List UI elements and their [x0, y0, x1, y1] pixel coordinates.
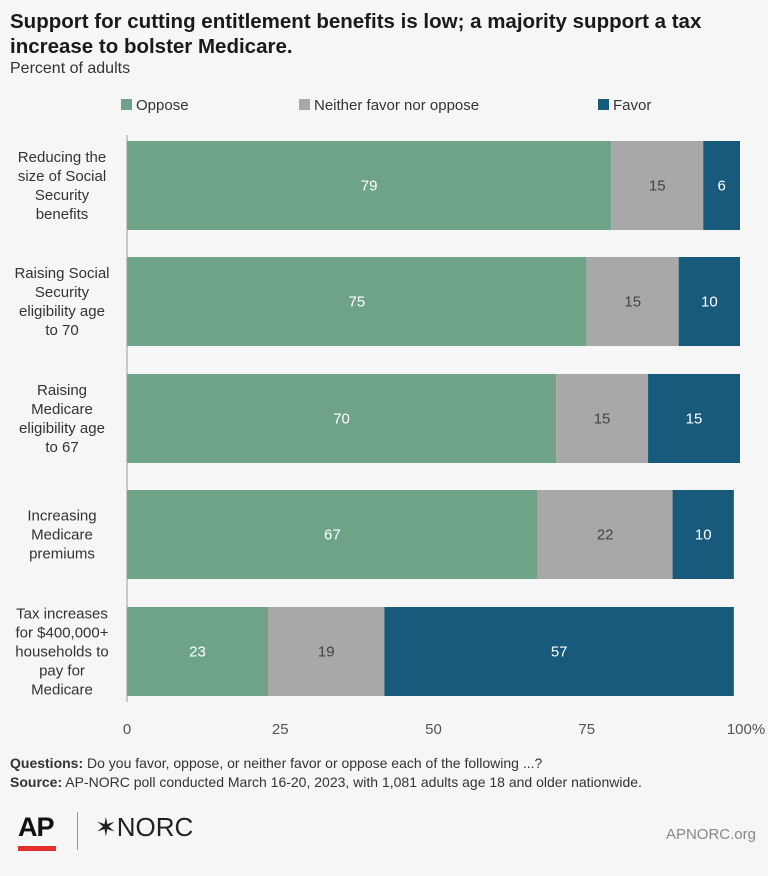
- data-label: 15: [594, 411, 611, 428]
- data-label: 15: [686, 411, 703, 428]
- x-tick-label: 75: [578, 721, 595, 738]
- bar-segment: [672, 490, 734, 579]
- questions-text: Do you favor, oppose, or neither favor o…: [83, 755, 543, 771]
- legend-swatch-1: [299, 99, 310, 110]
- data-label: 10: [701, 294, 718, 311]
- bar-segment: [127, 607, 268, 696]
- stacked-bar-chart: Oppose Neither favor nor oppose Favor 79 15 6…: [14, 97, 765, 738]
- data-label: 70: [333, 411, 350, 428]
- ap-logo-bar: [18, 846, 56, 851]
- norc-logo: ✶NORC: [95, 812, 194, 842]
- bar-segment: [703, 141, 740, 230]
- bar-segment: [127, 374, 557, 463]
- data-label: 15: [624, 294, 641, 311]
- data-label: 10: [695, 527, 712, 544]
- data-label: 23: [189, 644, 206, 661]
- bar-segment: [648, 374, 740, 463]
- logo-divider: [77, 812, 78, 850]
- ap-logo: AP: [18, 812, 55, 842]
- legend-swatch-0: [121, 99, 132, 110]
- questions-label: Questions:: [10, 755, 84, 771]
- data-label: 79: [361, 178, 378, 195]
- data-label: 22: [597, 527, 614, 544]
- source-note: Source: AP-NORC poll conducted March 16-…: [10, 773, 760, 792]
- source-text: AP-NORC poll conducted March 16-20, 2023…: [62, 774, 642, 790]
- category-label: Reducing the size of Social Security benefi…: [18, 149, 106, 223]
- bar-segment: [127, 257, 587, 346]
- category-label: Tax increases for $400,000+ households to p…: [15, 606, 108, 699]
- category-label: Increasing Medicare premiums: [27, 508, 96, 563]
- bar-segment: [127, 490, 538, 579]
- data-label: 75: [349, 294, 366, 311]
- bar-segment: [556, 374, 649, 463]
- x-tick-label: 25: [272, 721, 289, 738]
- chart-subtitle: Percent of adults: [10, 60, 131, 77]
- chart-notes: Questions: Do you favor, oppose, or neit…: [10, 754, 760, 792]
- legend-label-1: Neither favor nor oppose: [314, 97, 479, 114]
- x-tick-label: 100%: [727, 721, 765, 738]
- data-label: 67: [324, 527, 341, 544]
- site-link[interactable]: APNORC.org: [665, 826, 756, 843]
- data-label: 6: [717, 178, 725, 195]
- category-label: Raising Medicare eligibility age to 67: [19, 382, 105, 456]
- bar-segment: [586, 257, 679, 346]
- bar-segment: [611, 141, 704, 230]
- legend-swatch-2: [598, 99, 609, 110]
- bar-segment: [267, 607, 385, 696]
- chart-title: Support for cutting entitlement benefits…: [10, 10, 702, 58]
- legend-label-2: Favor: [613, 97, 651, 114]
- bar-segment: [537, 490, 673, 579]
- bar-segment: [384, 607, 734, 696]
- category-label: Raising Social Security eligibility age to …: [14, 265, 109, 339]
- data-label: 57: [551, 644, 568, 661]
- source-label: Source:: [10, 774, 63, 790]
- bar-segment: [678, 257, 740, 346]
- questions-note: Questions: Do you favor, oppose, or neit…: [10, 754, 760, 773]
- legend-label-0: Oppose: [136, 97, 189, 114]
- x-tick-label: 50: [425, 721, 442, 738]
- x-tick-label: 0: [123, 721, 131, 738]
- bar-segment: [127, 141, 612, 230]
- data-label: 19: [318, 644, 335, 661]
- data-label: 15: [649, 178, 666, 195]
